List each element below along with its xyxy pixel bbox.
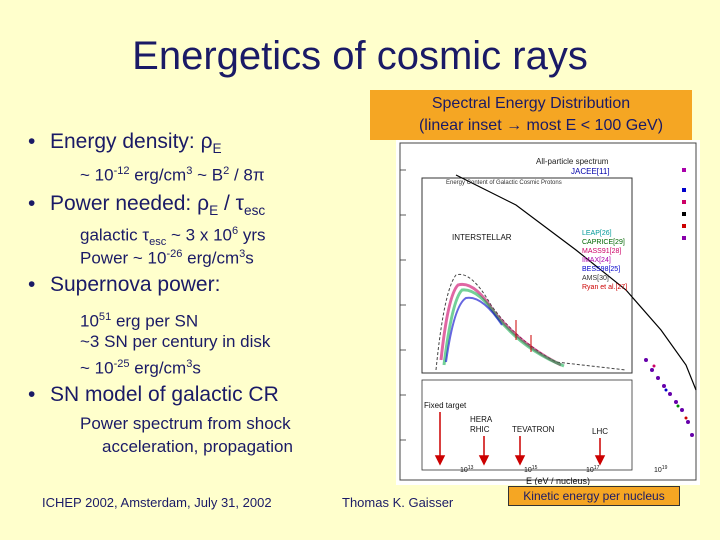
legend-imax: IMAX[24]: [582, 257, 611, 264]
slide-title: Energetics of cosmic rays: [132, 34, 588, 78]
tevatron-label: TEVATRON: [512, 425, 555, 434]
x-tick-15: 1015: [524, 465, 538, 474]
legend-caprice: CAPRICE[29]: [582, 239, 625, 246]
inset-header-line-1: Spectral Energy Distribution: [431, 95, 631, 112]
x-axis-label: E (eV / nucleus): [526, 476, 590, 485]
fixed-target-label: Fixed target: [424, 401, 467, 410]
tail-data-points: [644, 358, 694, 437]
legend-ryan: Ryan et al.[27]: [582, 284, 627, 291]
bullet-sn-model: • SN model of galactic CR: [28, 383, 279, 406]
inset-header-box: Spectral Energy Distribution (linear ins…: [370, 90, 692, 140]
accelerator-arrows: [434, 412, 606, 466]
spectrum-svg: All-particle spectrum JACEE[11] Energy C…: [399, 142, 697, 486]
legend-mass91: MASS91[28]: [582, 248, 621, 255]
x-tick-13: 1013: [460, 465, 474, 474]
interstellar-label: INTERSTELLAR: [452, 233, 512, 242]
inset-header-line-2: (linear inset → most E < 100 GeV): [418, 117, 664, 134]
legend-markers: [682, 168, 686, 240]
footer-event: ICHEP 2002, Amsterdam, July 31, 2002: [42, 495, 272, 510]
legend-all-particle: All-particle spectrum: [536, 157, 609, 166]
bullet-energy-density: • Energy density: ρE: [28, 130, 222, 157]
x-tick-19: 1019: [654, 465, 668, 474]
inset-title: Energy Content of Galactic Cosmic Proton…: [446, 180, 562, 186]
kinetic-energy-label: Kinetic energy per nucleus: [508, 486, 680, 506]
spectrum-figure: All-particle spectrum JACEE[11] Energy C…: [396, 140, 700, 486]
inset-data-points: [435, 273, 627, 371]
legend-leap: LEAP[26]: [582, 230, 612, 237]
power-line: Power ~ 10-26 erg/cm3s: [80, 248, 254, 268]
legend-bess98: BESS98[25]: [582, 266, 620, 273]
footer-author: Thomas K. Gaisser: [342, 495, 454, 510]
lhc-label: LHC: [592, 427, 608, 436]
legend-ams: AMS[30]: [582, 275, 609, 282]
bullet-supernova-power: • Supernova power:: [28, 273, 221, 296]
bullet-power-needed: • Power needed: ρE / τesc: [28, 192, 266, 219]
sn-line-3: ~ 10-25 erg/cm3s: [80, 358, 201, 378]
sn-line-2: ~3 SN per century in disk: [80, 332, 271, 351]
sn-line-1: 1051 erg per SN: [80, 311, 199, 331]
model-line-2: acceleration, propagation: [102, 437, 293, 456]
model-line-1: Power spectrum from shock: [80, 414, 291, 433]
energy-density-line: ~ 10-12 erg/cm3 ~ B2 / 8π: [80, 165, 265, 185]
legend-jacee: JACEE[11]: [571, 167, 610, 176]
x-tick-17: 1017: [586, 465, 600, 474]
tau-esc-line: galactic τesc ~ 3 x 106 yrs: [80, 225, 266, 249]
hera-label: HERA: [470, 415, 493, 424]
rhic-label: RHIC: [470, 425, 490, 434]
